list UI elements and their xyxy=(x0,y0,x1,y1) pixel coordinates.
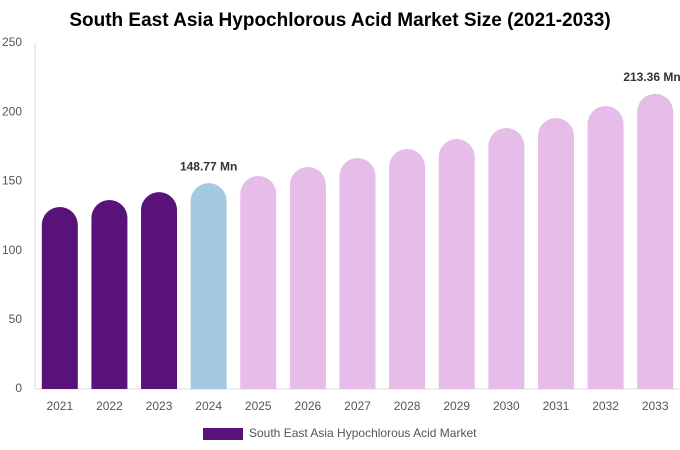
bar xyxy=(91,199,128,389)
y-tick-label: 0 xyxy=(15,381,22,395)
x-tick-label: 2025 xyxy=(245,399,272,413)
x-tick-label: 2027 xyxy=(344,399,371,413)
bar xyxy=(289,167,326,389)
y-tick-label: 50 xyxy=(9,312,23,326)
bar xyxy=(240,176,277,389)
x-tick-label: 2026 xyxy=(295,399,322,413)
bar xyxy=(190,183,227,389)
legend-label: South East Asia Hypochlorous Acid Market xyxy=(249,426,477,440)
legend-swatch xyxy=(203,428,243,440)
y-tick-label: 200 xyxy=(2,104,22,118)
x-tick-label: 2021 xyxy=(46,399,73,413)
y-tick-label: 100 xyxy=(2,243,22,257)
x-tick-label: 2028 xyxy=(394,399,421,413)
x-tick-label: 2024 xyxy=(195,399,222,413)
bar xyxy=(637,93,674,389)
x-tick-label: 2033 xyxy=(642,399,669,413)
bar xyxy=(339,158,376,389)
bar xyxy=(41,207,78,389)
x-tick-label: 2022 xyxy=(96,399,123,413)
x-tick-label: 2030 xyxy=(493,399,520,413)
bar xyxy=(488,128,525,389)
y-tick-label: 250 xyxy=(2,35,22,49)
bar xyxy=(587,105,624,390)
bar xyxy=(141,192,178,389)
value-label: 213.36 Mn xyxy=(623,70,680,84)
x-tick-label: 2032 xyxy=(592,399,619,413)
x-tick-label: 2023 xyxy=(146,399,173,413)
chart-title: South East Asia Hypochlorous Acid Market… xyxy=(69,10,610,31)
bar xyxy=(389,149,426,389)
x-tick-label: 2029 xyxy=(443,399,470,413)
value-label: 148.77 Mn xyxy=(180,159,237,173)
y-tick-label: 150 xyxy=(2,174,22,188)
x-tick-label: 2031 xyxy=(543,399,570,413)
bar xyxy=(537,118,574,389)
bar xyxy=(438,139,475,389)
